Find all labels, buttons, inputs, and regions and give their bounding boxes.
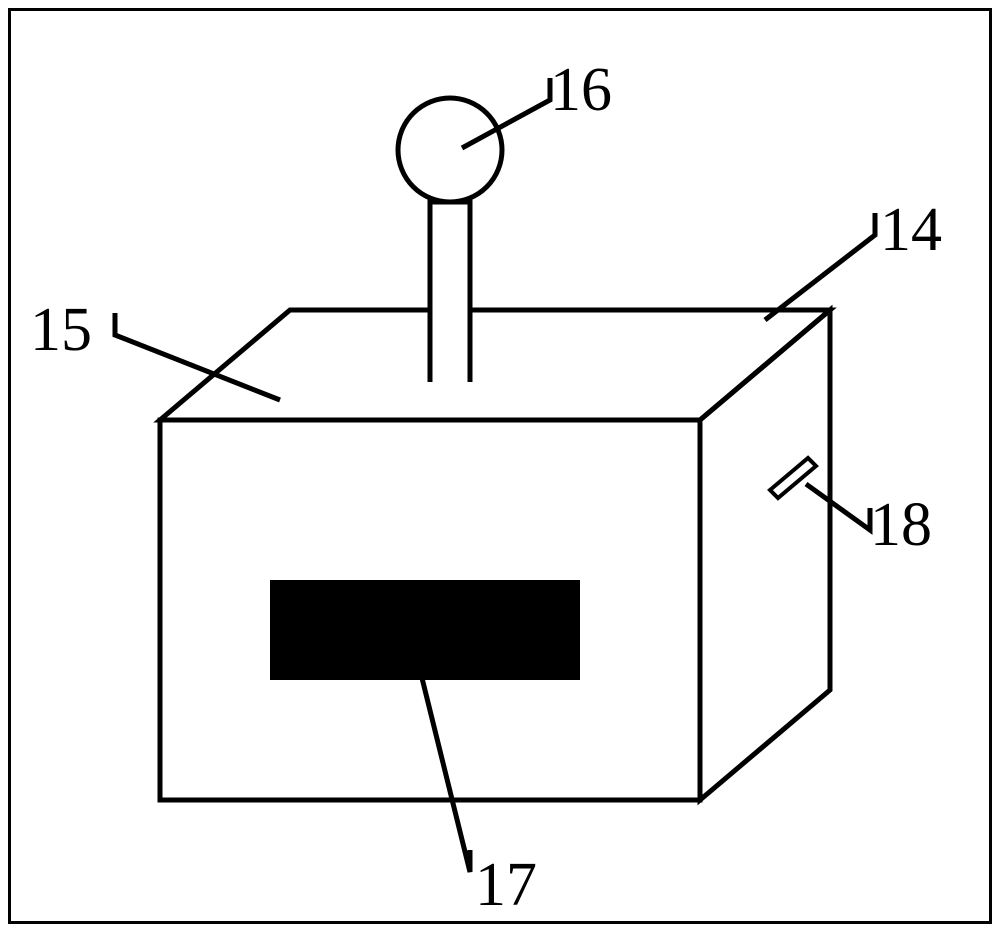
leader-17 [420,670,470,872]
leader-14 [765,213,875,320]
label-15: 15 [30,295,92,366]
diagram-svg [0,0,1000,932]
label-17: 17 [475,850,537,921]
leader-18 [806,484,870,530]
label-16: 16 [550,55,612,126]
knob-stem [430,202,470,382]
label-18: 18 [870,490,932,561]
front-slot [270,580,580,680]
side-slot [770,458,816,498]
box-side-face [700,310,830,800]
knob-ball [398,98,502,202]
label-14: 14 [880,195,942,266]
box-top-face [160,310,830,420]
